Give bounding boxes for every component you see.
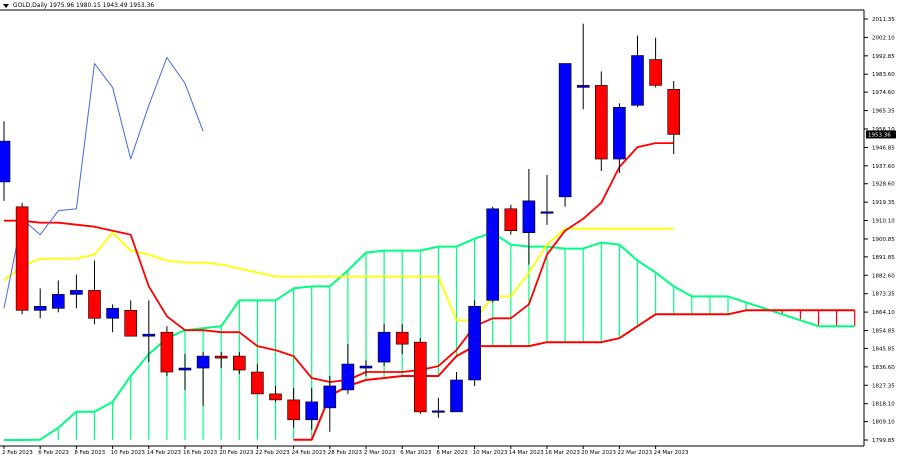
x-tick-label: 6 Feb 2023	[38, 450, 69, 456]
y-tick-label: 1910.10	[872, 219, 895, 225]
symbol-label: GOLD,Daily	[12, 2, 48, 9]
tenkan-sen-line	[4, 142, 674, 383]
candle-body	[432, 410, 445, 413]
y-tick-label: 1956.10	[872, 127, 895, 133]
symbol-dropdown-icon[interactable]	[3, 3, 9, 8]
candle-body	[486, 208, 500, 301]
candle-body	[450, 379, 463, 413]
x-tick-label: 24 Feb 2023	[292, 450, 327, 456]
x-tick-label: 16 Feb 2023	[183, 450, 218, 456]
y-tick-label: 2002.10	[872, 35, 895, 41]
senkou-span-a-line	[4, 231, 855, 441]
y-tick-label: 1854.85	[872, 329, 895, 335]
y-tick-label: 1882.60	[872, 273, 895, 279]
x-tick-label: 10 Feb 2023	[111, 450, 146, 456]
y-tick-label: 1919.35	[872, 200, 895, 206]
x-tick-label: 20 Mar 2023	[581, 450, 616, 456]
candle-body	[468, 306, 481, 381]
candle-body	[341, 363, 355, 391]
x-tick-label: 20 Feb 2023	[219, 450, 254, 456]
y-tick-label: 1946.85	[872, 145, 895, 151]
candle-body	[613, 106, 626, 160]
y-tick-label: 1937.60	[872, 164, 895, 170]
indicator-lines	[3, 57, 855, 441]
senkou-span-b-line	[293, 309, 855, 441]
candle-body	[522, 200, 536, 233]
current-price-label: 1953.36	[868, 132, 891, 138]
candle-body	[540, 211, 554, 214]
candle-body	[15, 206, 29, 311]
candle-body	[359, 365, 373, 369]
y-tick-label: 1809.10	[872, 420, 895, 426]
candle-body	[504, 208, 518, 231]
y-tick-label: 1891.85	[872, 255, 895, 261]
y-tick-label: 1873.35	[872, 292, 895, 298]
x-tick-label: 14 Feb 2023	[147, 450, 182, 456]
time-axis: 2 Feb 2023 6 Feb 2023 8 Feb 2023 10 Feb 202…	[2, 446, 689, 456]
x-tick-label: 14 Mar 2023	[509, 450, 544, 456]
y-tick-label: 1799.85	[872, 438, 895, 444]
candle-body	[70, 290, 83, 295]
x-tick-label: 2 Feb 2023	[2, 450, 33, 456]
candle-body	[160, 331, 174, 373]
candle-body	[631, 55, 644, 106]
candle-body	[558, 63, 572, 198]
y-tick-label: 1974.60	[872, 90, 895, 96]
x-tick-label: 8 Mar 2023	[436, 450, 468, 456]
y-tick-label: 1992.85	[872, 54, 895, 60]
candle-body	[594, 85, 608, 160]
candle-body	[178, 367, 192, 371]
candle-body	[377, 331, 391, 363]
y-tick-label: 1965.35	[872, 109, 895, 115]
x-tick-label: 24 Mar 2023	[654, 450, 689, 456]
candle-body	[269, 393, 282, 401]
candle-body	[106, 308, 119, 319]
candle-body	[142, 333, 156, 337]
chart-header: GOLD,Daily 1975.96 1980.15 1943.49 1953.…	[3, 2, 154, 9]
candle-body	[323, 385, 337, 409]
candle-body	[0, 140, 11, 183]
y-tick-label: 1928.60	[872, 182, 895, 188]
chikou-span-line	[3, 57, 204, 309]
candle-body	[413, 341, 427, 413]
x-tick-label: 6 Mar 2023	[400, 450, 432, 456]
y-tick-label: 1983.60	[872, 72, 895, 78]
x-tick-label: 10 Mar 2023	[473, 450, 508, 456]
candle-body	[214, 355, 228, 359]
x-tick-label: 16 Mar 2023	[545, 450, 580, 456]
current-price-box	[866, 130, 896, 139]
y-tick-label: 1836.60	[872, 365, 895, 371]
y-tick-label: 1827.35	[872, 383, 895, 389]
y-tick-label: 1864.10	[872, 310, 895, 316]
price-axis: 2011.35 2002.10 1992.85 1983.60 1974.60 1965.…	[0, 9, 896, 447]
x-tick-label: 22 Mar 2023	[617, 450, 652, 456]
candle-body	[287, 399, 300, 421]
y-tick-label: 1818.10	[872, 402, 895, 408]
candlestick-series	[0, 23, 681, 432]
candle-body	[124, 310, 137, 337]
candle-body	[305, 401, 319, 421]
candle-body	[88, 290, 101, 319]
candle-body	[395, 331, 409, 345]
kijun-sen-line	[3, 227, 674, 322]
candle-body	[33, 306, 47, 311]
candle-body	[251, 371, 264, 395]
x-tick-label: 2 Mar 2023	[364, 450, 396, 456]
x-tick-label: 8 Feb 2023	[74, 450, 105, 456]
candle-body	[51, 294, 65, 309]
x-tick-label: 22 Feb 2023	[255, 450, 290, 456]
x-tick-label: 28 Feb 2023	[328, 450, 363, 456]
y-tick-label: 2011.35	[872, 17, 895, 23]
candle-body	[576, 85, 590, 88]
candle-body	[649, 59, 662, 86]
y-tick-label: 1845.85	[872, 346, 895, 352]
ohlc-readout: 1975.96 1980.15 1943.49 1953.36	[49, 2, 155, 9]
candle-body	[196, 355, 210, 369]
candle-body	[667, 89, 681, 135]
y-tick-label: 1900.85	[872, 237, 895, 243]
candle-body	[233, 355, 246, 371]
